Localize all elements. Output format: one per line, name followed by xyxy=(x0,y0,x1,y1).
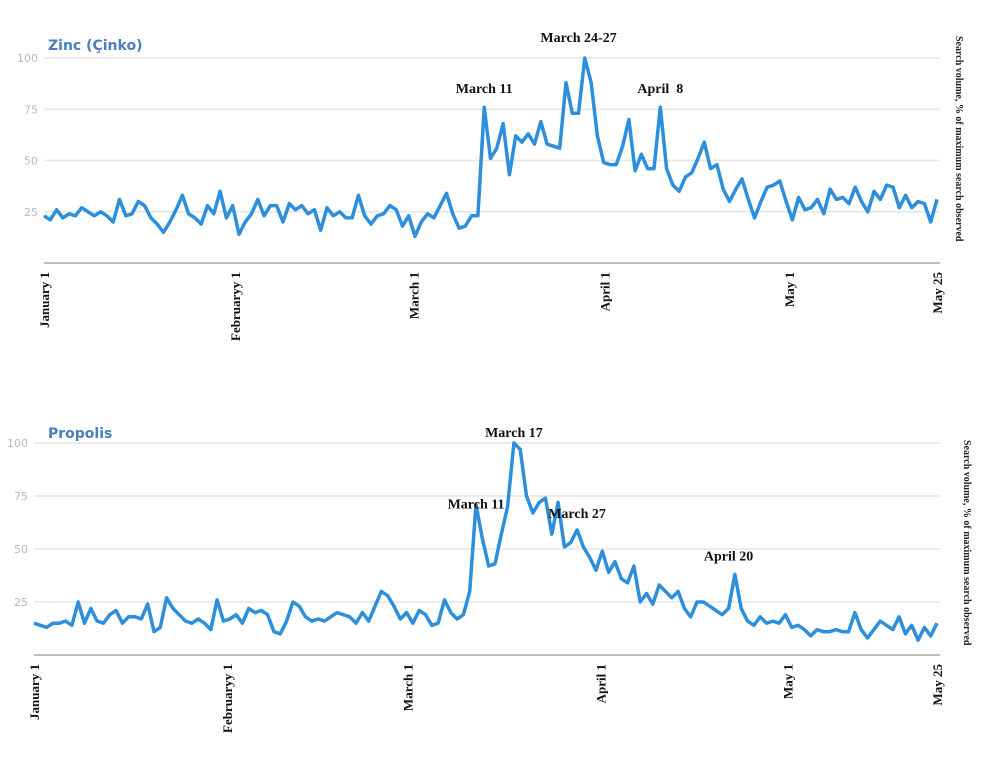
x-tick-label: May 25 xyxy=(930,664,945,706)
annotation-label: March 11 xyxy=(448,497,505,512)
y-ticks-zinc: 100 75 50 25 xyxy=(17,52,38,219)
y-tick-label: 25 xyxy=(24,206,38,219)
x-tick-label: Februaryy 1 xyxy=(220,664,235,733)
y-axis-label-propolis: Search volume, % of maximum search obser… xyxy=(961,440,972,646)
x-tick-label: March 1 xyxy=(401,664,416,711)
annotation-label: March 27 xyxy=(548,507,606,522)
x-ticks-zinc: January 1 Februaryy 1 March 1 April 1 Ma… xyxy=(37,272,945,341)
x-tick-label: Februaryy 1 xyxy=(228,272,243,341)
x-tick-label: April 1 xyxy=(597,272,612,311)
zinc-chart: Zinc (Çinko) Search volume, % of maximum… xyxy=(17,31,964,341)
x-tick-label: April 1 xyxy=(594,664,609,703)
y-tick-label: 100 xyxy=(7,437,28,450)
x-tick-label: January 1 xyxy=(27,664,42,720)
y-tick-label: 50 xyxy=(14,543,28,556)
annotations-zinc: March 11 March 24-27 April 8 xyxy=(456,31,683,97)
y-tick-label: 75 xyxy=(14,490,28,503)
series-line-propolis xyxy=(33,441,939,642)
annotations-propolis: March 11 March 17 March 27 April 20 xyxy=(448,426,754,564)
x-tick-label: January 1 xyxy=(37,272,52,328)
chart-title-propolis: Propolis xyxy=(48,426,112,442)
propolis-chart: Propolis Search volume, % of maximum sea… xyxy=(7,426,972,733)
y-axis-label-zinc: Search volume, % of maximum search obser… xyxy=(953,36,964,242)
y-tick-label: 75 xyxy=(24,103,38,116)
x-ticks-propolis: January 1 Februaryy 1 March 1 April 1 Ma… xyxy=(27,664,945,733)
annotation-label: March 17 xyxy=(485,426,543,441)
y-tick-label: 100 xyxy=(17,52,38,65)
y-tick-label: 50 xyxy=(24,155,38,168)
annotation-label: April 20 xyxy=(704,549,753,564)
annotation-label: March 11 xyxy=(456,82,513,97)
x-tick-label: May 25 xyxy=(930,272,945,314)
y-ticks-propolis: 100 75 50 25 xyxy=(7,437,28,609)
x-tick-label: May 1 xyxy=(782,272,797,307)
x-tick-label: March 1 xyxy=(407,272,422,319)
gridlines-propolis xyxy=(34,442,940,656)
x-tick-label: May 1 xyxy=(781,664,796,699)
chart-title-zinc: Zinc (Çinko) xyxy=(48,38,142,54)
annotation-label: April 8 xyxy=(637,82,683,97)
series-line-zinc xyxy=(43,56,939,239)
y-tick-label: 25 xyxy=(14,596,28,609)
annotation-label: March 24-27 xyxy=(540,31,616,46)
